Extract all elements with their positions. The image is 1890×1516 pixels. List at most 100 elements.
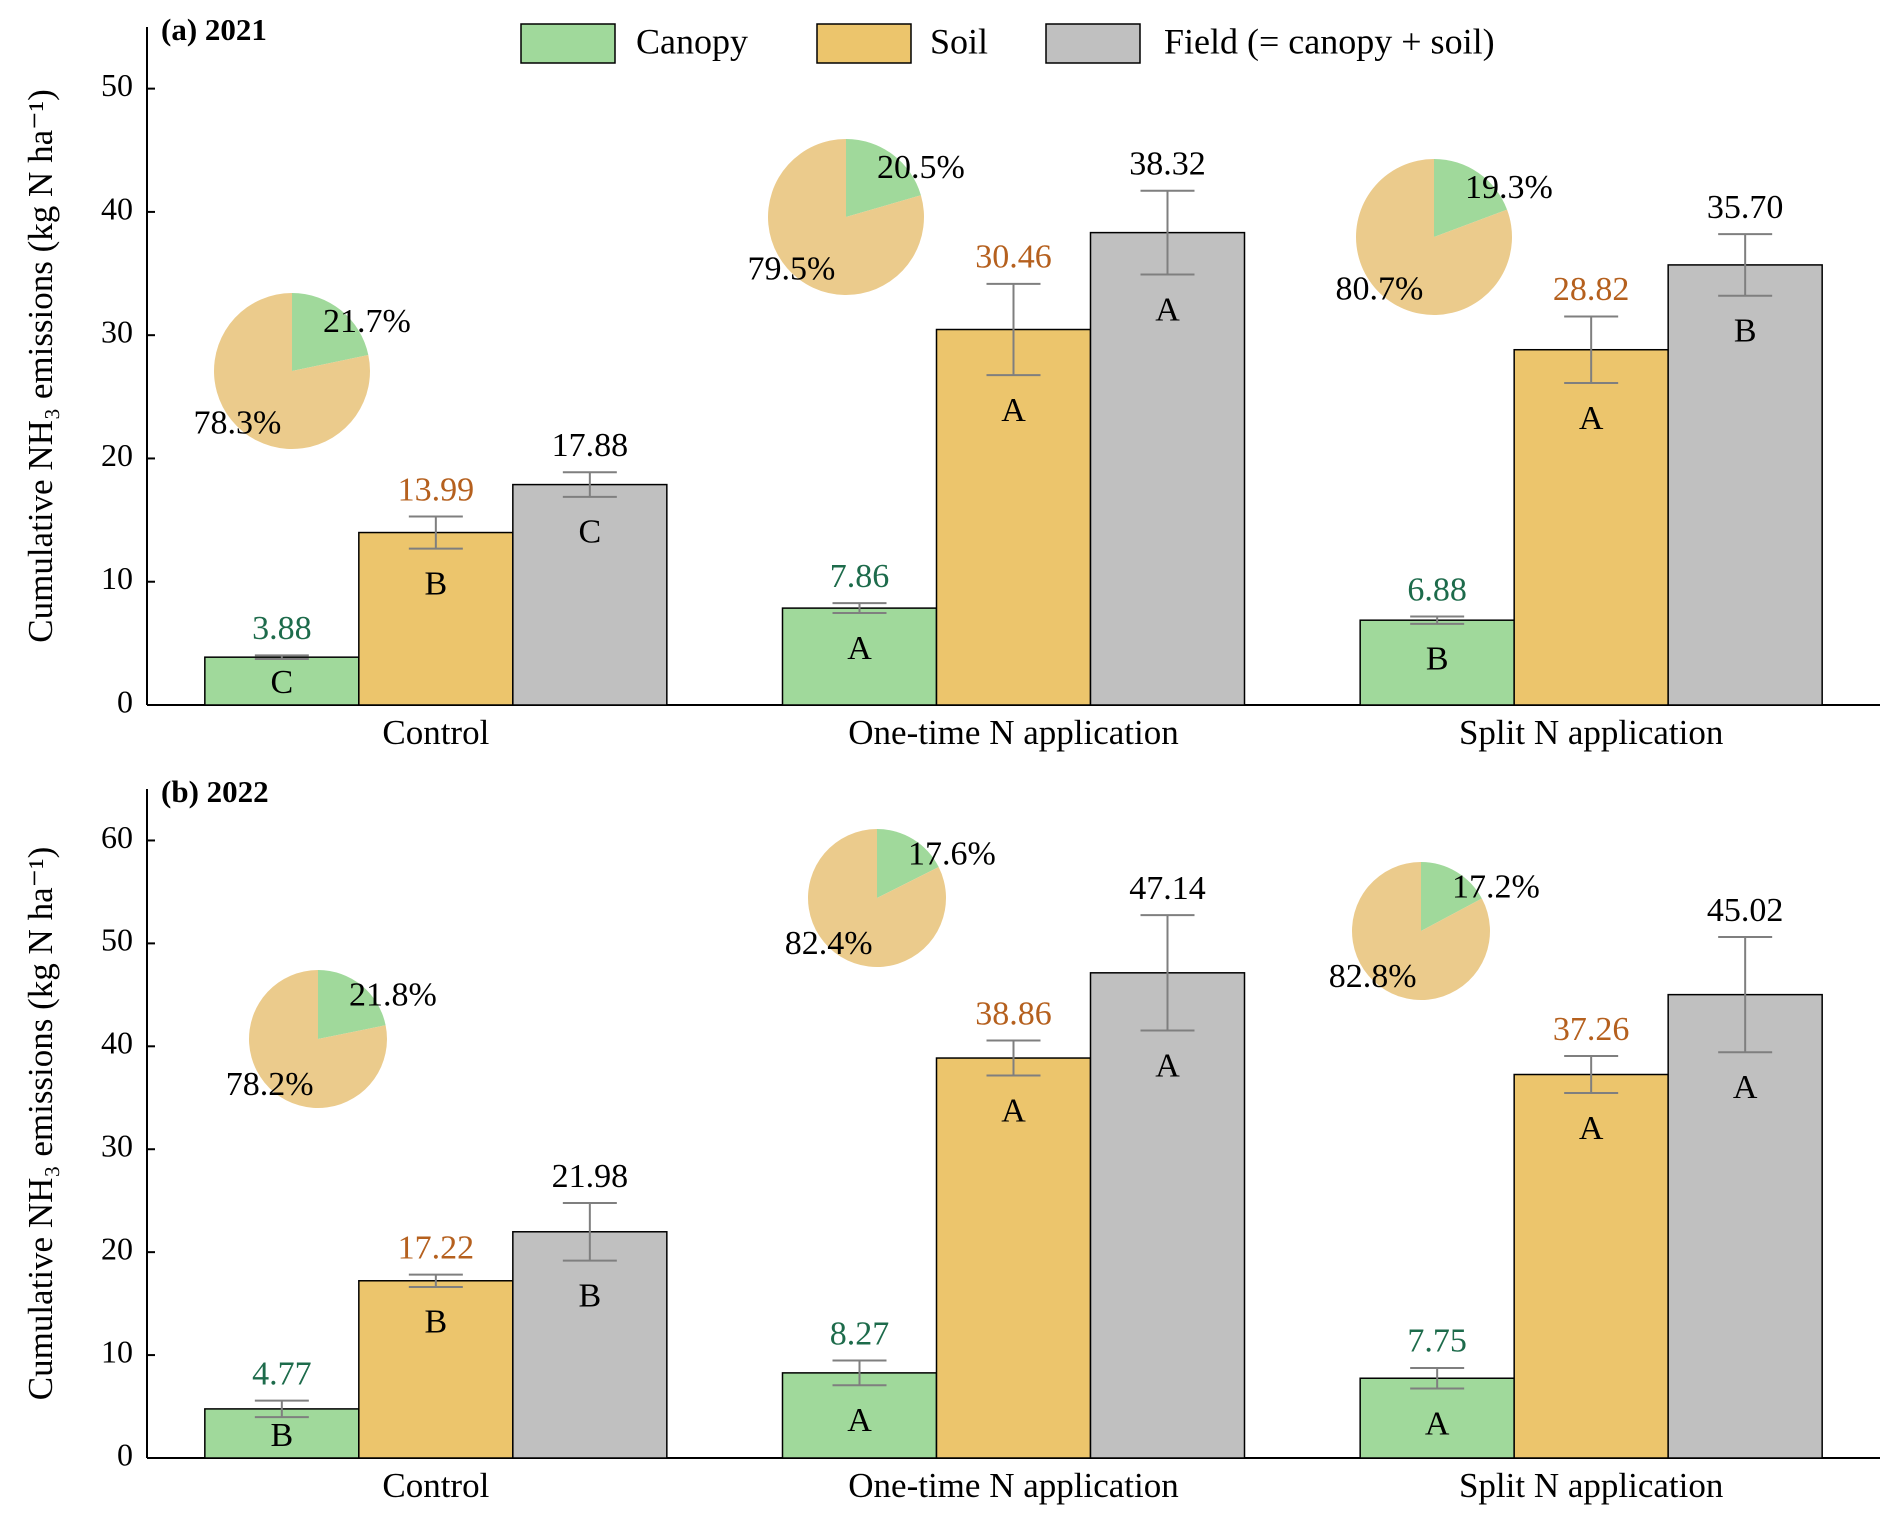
bar xyxy=(1089,231,1246,706)
legend-swatch xyxy=(816,23,912,64)
significance-letter: A xyxy=(1733,1069,1758,1106)
x-tick-label: Split N application xyxy=(1459,713,1723,752)
value-label: 6.88 xyxy=(1407,571,1467,608)
value-label: 7.86 xyxy=(830,558,890,595)
significance-letter: B xyxy=(424,565,447,602)
significance-letter: B xyxy=(578,1277,601,1314)
pie-label: 17.6% xyxy=(908,835,996,872)
legend-swatch xyxy=(1045,23,1141,64)
x-tick-label: One-time N application xyxy=(848,1466,1178,1505)
y-tick-label: 0 xyxy=(117,683,133,719)
significance-letter: B xyxy=(424,1304,447,1341)
pie-label: 20.5% xyxy=(877,149,965,186)
value-label: 4.77 xyxy=(252,1355,312,1392)
bar xyxy=(1667,993,1823,1459)
pie-slice xyxy=(768,139,924,296)
bar xyxy=(1359,619,1515,706)
value-label: 17.88 xyxy=(552,427,629,464)
x-tick-label: Control xyxy=(382,713,489,752)
pie-slice xyxy=(1421,862,1482,931)
significance-letter: A xyxy=(1425,1405,1450,1442)
bar xyxy=(204,656,360,706)
significance-letter: B xyxy=(1734,313,1757,350)
y-tick-label: 60 xyxy=(101,819,133,855)
pie-label: 17.2% xyxy=(1452,868,1540,905)
pie-slice xyxy=(1352,862,1490,1001)
significance-letter: B xyxy=(1426,641,1449,678)
y-axis-title: Cumulative NH₃ emissions (kg N ha⁻¹) xyxy=(21,847,60,1400)
value-label: 17.22 xyxy=(398,1229,475,1266)
value-label: 37.26 xyxy=(1553,1011,1630,1048)
pie-label: 78.3% xyxy=(193,404,281,441)
bar xyxy=(781,607,938,706)
value-label: 28.82 xyxy=(1553,271,1630,308)
pie-slice xyxy=(1356,159,1512,315)
bar xyxy=(1089,972,1246,1459)
value-label: 21.98 xyxy=(552,1158,629,1195)
bar xyxy=(781,1372,938,1459)
panel-title: (b) 2022 xyxy=(161,774,269,809)
y-axis-title: Cumulative NH₃ emissions (kg N ha⁻¹) xyxy=(21,89,60,642)
bar xyxy=(358,531,514,706)
pie-slice xyxy=(292,293,369,371)
y-tick-label: 50 xyxy=(101,67,133,103)
value-label: 45.02 xyxy=(1707,892,1784,929)
significance-letter: A xyxy=(1155,1047,1180,1084)
x-tick-label: Control xyxy=(382,1466,489,1505)
value-label: 7.75 xyxy=(1407,1323,1467,1360)
pie-slice xyxy=(846,139,921,217)
value-label: 8.27 xyxy=(830,1315,890,1352)
legend-label: Canopy xyxy=(636,21,748,61)
bar xyxy=(358,1280,514,1459)
significance-letter: A xyxy=(1579,1110,1604,1147)
bar xyxy=(512,483,668,706)
y-tick-label: 50 xyxy=(101,922,133,958)
bar xyxy=(935,1057,1092,1459)
significance-letter: C xyxy=(270,664,293,701)
x-tick-label: Split N application xyxy=(1459,1466,1723,1505)
value-label: 35.70 xyxy=(1707,189,1784,226)
pie-slice xyxy=(807,829,947,968)
x-tick-label: One-time N application xyxy=(848,713,1178,752)
pie-label: 21.7% xyxy=(323,303,411,340)
value-label: 30.46 xyxy=(975,239,1052,276)
bar xyxy=(1667,264,1823,706)
significance-letter: A xyxy=(1579,400,1604,437)
panel-title: (a) 2021 xyxy=(161,12,267,47)
y-tick-label: 0 xyxy=(117,1436,133,1472)
bar xyxy=(512,1231,668,1459)
y-tick-label: 30 xyxy=(101,314,133,350)
value-label: 38.86 xyxy=(975,995,1052,1032)
pie-slice xyxy=(877,829,939,898)
pie-label: 80.7% xyxy=(1335,270,1423,307)
pie-label: 79.5% xyxy=(747,250,835,287)
y-tick-label: 10 xyxy=(101,1333,133,1369)
significance-letter: A xyxy=(1001,1092,1026,1129)
bar xyxy=(1359,1377,1515,1459)
significance-letter: C xyxy=(578,514,601,551)
significance-letter: B xyxy=(270,1417,293,1454)
legend-swatch xyxy=(520,23,616,64)
y-tick-label: 20 xyxy=(101,437,133,473)
pie-label: 82.8% xyxy=(1329,958,1417,995)
pie-label: 21.8% xyxy=(349,976,437,1013)
pie-label: 19.3% xyxy=(1465,169,1553,206)
significance-letter: A xyxy=(847,1402,872,1439)
pie-label: 82.4% xyxy=(785,925,873,962)
significance-letter: A xyxy=(1001,392,1026,429)
value-label: 47.14 xyxy=(1129,870,1206,907)
pie-slice xyxy=(248,970,387,1109)
y-tick-label: 10 xyxy=(101,560,133,596)
y-tick-label: 40 xyxy=(101,1025,133,1061)
pie-slice xyxy=(214,293,371,450)
bar xyxy=(1513,1073,1669,1459)
value-label: 13.99 xyxy=(398,471,475,508)
pie-label: 78.2% xyxy=(226,1066,314,1103)
legend-label: Soil xyxy=(930,21,988,61)
pie-slice xyxy=(318,970,386,1039)
legend-label: Field (= canopy + soil) xyxy=(1164,21,1495,61)
bar xyxy=(1513,348,1669,706)
significance-letter: A xyxy=(847,630,872,667)
bar xyxy=(935,328,1092,706)
